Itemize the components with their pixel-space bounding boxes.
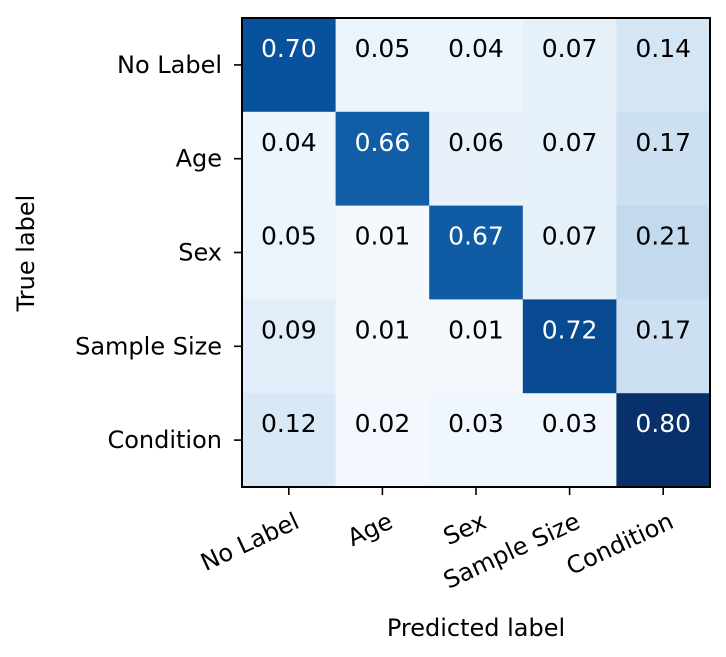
cell-value-label: 0.01: [448, 315, 504, 344]
cell-value-label: 0.05: [261, 222, 317, 251]
heatmap-cell: [429, 205, 524, 300]
y-tick-label: Age: [176, 145, 222, 173]
heatmap-cell: [242, 393, 337, 488]
heatmap-cell: [616, 299, 711, 394]
heatmap-cell: [616, 111, 711, 207]
heatmap-cell-labels: 0.70 0.05 0.04 0.07 0.14 0.04 0.66 0.06 0.07 0.17…: [261, 34, 691, 438]
heatmap-cell: [242, 299, 337, 394]
heatmap-cell: [616, 18, 711, 113]
cell-value-label: 0.06: [448, 128, 504, 157]
heatmap-cell: [616, 393, 711, 488]
heatmap-cell: [335, 111, 430, 207]
x-tick-label: Age: [343, 507, 397, 552]
heatmap-cell: [429, 18, 524, 113]
cell-value-label: 0.17: [635, 315, 691, 344]
cell-value-label: 0.07: [542, 128, 598, 157]
heatmap-cell: [242, 205, 337, 300]
y-tick-label: Sex: [178, 239, 222, 267]
heatmap-cell: [522, 299, 617, 394]
heatmap-cell: [522, 393, 617, 488]
cell-value-label: 0.17: [635, 128, 691, 157]
heatmap-cell: [616, 205, 711, 300]
heatmap-cell: [522, 111, 617, 207]
x-tick-label: No Label: [196, 507, 303, 577]
heatmap-cell: [429, 111, 524, 207]
cell-value-label: 0.09: [261, 315, 317, 344]
heatmap-cell: [335, 205, 430, 300]
x-axis-title: Predicted label: [387, 614, 565, 642]
cell-value-label: 0.80: [635, 409, 691, 438]
y-axis-title: True label: [12, 195, 40, 313]
heatmap-cell: [522, 205, 617, 300]
heatmap-cells: [242, 18, 711, 488]
heatmap-cell: [429, 393, 524, 488]
cell-value-label: 0.21: [635, 222, 691, 251]
heatmap-cell: [429, 299, 524, 394]
cell-value-label: 0.04: [261, 128, 317, 157]
cell-value-label: 0.67: [448, 222, 504, 251]
y-tick-label: Sample Size: [75, 332, 222, 360]
heatmap-cell: [335, 393, 430, 488]
cell-value-label: 0.07: [542, 34, 598, 63]
cell-value-label: 0.04: [448, 34, 504, 63]
heatmap-cell: [242, 111, 337, 207]
heatmap-cell: [335, 299, 430, 394]
cell-value-label: 0.66: [355, 128, 411, 157]
heatmap-cell: [242, 18, 337, 113]
x-tick-label: Sex: [439, 507, 491, 551]
y-tick-label: No Label: [117, 51, 222, 79]
cell-value-label: 0.14: [635, 34, 691, 63]
cell-value-label: 0.03: [448, 409, 504, 438]
heatmap-cell: [522, 18, 617, 113]
cell-value-label: 0.72: [542, 315, 598, 344]
cell-value-label: 0.12: [261, 409, 317, 438]
y-tick-label: Condition: [107, 426, 222, 454]
cell-value-label: 0.07: [542, 222, 598, 251]
cell-value-label: 0.02: [355, 409, 411, 438]
cell-value-label: 0.01: [355, 222, 411, 251]
x-tick-label: Condition: [562, 507, 678, 581]
cell-value-label: 0.03: [542, 409, 598, 438]
cell-value-label: 0.70: [261, 34, 317, 63]
cell-value-label: 0.05: [355, 34, 411, 63]
y-axis-ticks: No Label Age Sex Sample Size Condition: [75, 51, 242, 454]
heatmap-cell: [335, 18, 430, 113]
cell-value-label: 0.01: [355, 315, 411, 344]
